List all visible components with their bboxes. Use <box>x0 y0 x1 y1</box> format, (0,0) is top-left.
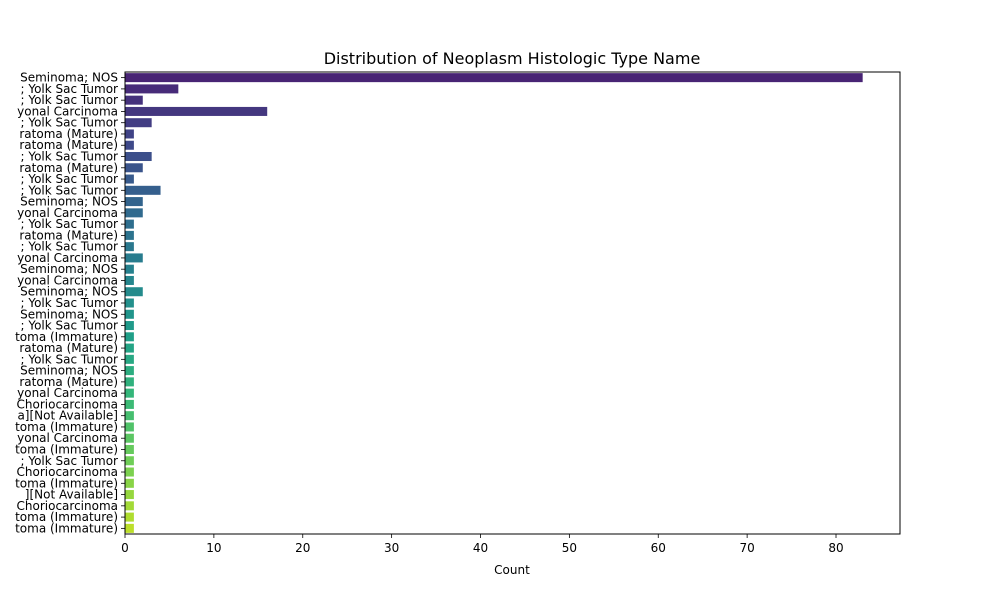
x-axis: 0 10 20 30 40 50 60 70 80 <box>121 534 844 555</box>
y-tick-label: Choriocarcinoma <box>17 397 118 411</box>
bar <box>125 140 134 150</box>
y-tick-label: ; Yolk Sac Tumor <box>21 172 119 186</box>
x-tick-label: 30 <box>384 541 399 555</box>
y-tick-label: ratoma (Mature) <box>19 127 118 141</box>
x-tick-label: 0 <box>121 541 129 555</box>
y-tick-label: ratoma (Mature) <box>19 161 118 175</box>
y-tick-label: ; Yolk Sac Tumor <box>21 116 119 130</box>
bar <box>125 478 134 488</box>
bar <box>125 343 134 353</box>
bar <box>125 456 134 466</box>
y-tick-label: yonal Carcinoma <box>17 273 118 287</box>
y-tick-label: yonal Carcinoma <box>17 386 118 400</box>
bar <box>125 230 134 240</box>
y-tick-label: ratoma (Mature) <box>19 228 118 242</box>
y-tick-label: Seminoma; NOS <box>20 71 118 85</box>
y-tick-label: yonal Carcinoma <box>17 206 118 220</box>
bar <box>125 490 134 500</box>
y-tick-label: ratoma (Mature) <box>19 375 118 389</box>
y-tick-label: yonal Carcinoma <box>17 431 118 445</box>
y-tick-label: ; Yolk Sac Tumor <box>21 319 119 333</box>
bar <box>125 501 134 511</box>
x-tick-label: 80 <box>828 541 843 555</box>
bar <box>125 253 143 263</box>
bar <box>125 152 152 162</box>
chart-title: Distribution of Neoplasm Histologic Type… <box>324 49 701 68</box>
bar <box>125 332 134 342</box>
bar <box>125 219 134 229</box>
y-tick-labels: Seminoma; NOS; Yolk Sac Tumor; Yolk Sac … <box>15 71 125 535</box>
bar <box>125 512 134 522</box>
x-tick-label: 60 <box>651 541 666 555</box>
bar <box>125 106 268 116</box>
bar <box>125 377 134 387</box>
y-tick-label: ; Yolk Sac Tumor <box>21 454 119 468</box>
bar <box>125 95 143 105</box>
y-tick-label: toma (Immature) <box>15 420 118 434</box>
bar <box>125 84 179 94</box>
bar <box>125 444 134 454</box>
bar <box>125 208 143 218</box>
bar <box>125 433 134 443</box>
bar <box>125 129 134 139</box>
y-tick-label: toma (Immature) <box>15 442 118 456</box>
bar <box>125 287 143 297</box>
x-tick-label: 20 <box>295 541 310 555</box>
y-tick-label: ; Yolk Sac Tumor <box>21 296 119 310</box>
y-tick-label: ; Yolk Sac Tumor <box>21 352 119 366</box>
x-tick-label: 50 <box>562 541 577 555</box>
y-tick-label: ratoma (Mature) <box>19 341 118 355</box>
bar <box>125 422 134 432</box>
y-tick-label: toma (Immature) <box>15 510 118 524</box>
bar <box>125 321 134 331</box>
y-tick-label: Seminoma; NOS <box>20 364 118 378</box>
bar <box>125 354 134 364</box>
bar <box>125 174 134 184</box>
y-tick-label: ; Yolk Sac Tumor <box>21 150 119 164</box>
bars <box>125 73 863 533</box>
y-tick-label: ; Yolk Sac Tumor <box>21 183 119 197</box>
x-tick-label: 70 <box>739 541 754 555</box>
y-tick-label: ; Yolk Sac Tumor <box>21 240 119 254</box>
bar <box>125 275 134 285</box>
bar <box>125 242 134 252</box>
bar <box>125 366 134 376</box>
bar <box>125 118 152 128</box>
y-tick-label: ; Yolk Sac Tumor <box>21 93 119 107</box>
y-tick-label: Seminoma; NOS <box>20 195 118 209</box>
bar <box>125 185 161 195</box>
y-tick-label: toma (Immature) <box>15 521 118 535</box>
y-tick-label: toma (Immature) <box>15 476 118 490</box>
y-tick-label: yonal Carcinoma <box>17 104 118 118</box>
y-tick-label: ][Not Available] <box>25 488 118 502</box>
y-tick-label: yonal Carcinoma <box>17 251 118 265</box>
bar <box>125 467 134 477</box>
x-tick-label: 40 <box>473 541 488 555</box>
y-tick-label: Choriocarcinoma <box>17 465 118 479</box>
y-tick-label: toma (Immature) <box>15 330 118 344</box>
bar <box>125 523 134 533</box>
bar <box>125 388 134 398</box>
bar <box>125 197 143 207</box>
y-tick-label: Seminoma; NOS <box>20 262 118 276</box>
bar <box>125 298 134 308</box>
x-tick-label: 10 <box>206 541 221 555</box>
bar <box>125 73 863 83</box>
y-tick-label: Seminoma; NOS <box>20 285 118 299</box>
bar <box>125 163 143 173</box>
bar <box>125 264 134 274</box>
bar <box>125 411 134 421</box>
y-tick-label: ; Yolk Sac Tumor <box>21 217 119 231</box>
y-tick-label: ratoma (Mature) <box>19 138 118 152</box>
bar <box>125 309 134 319</box>
plot-frame <box>124 71 901 535</box>
y-tick-label: Seminoma; NOS <box>20 307 118 321</box>
x-axis-label: Count <box>494 563 530 577</box>
bar <box>125 399 134 409</box>
y-tick-label: a][Not Available] <box>17 409 118 423</box>
y-tick-label: Choriocarcinoma <box>17 499 118 513</box>
y-tick-label: ; Yolk Sac Tumor <box>21 82 119 96</box>
